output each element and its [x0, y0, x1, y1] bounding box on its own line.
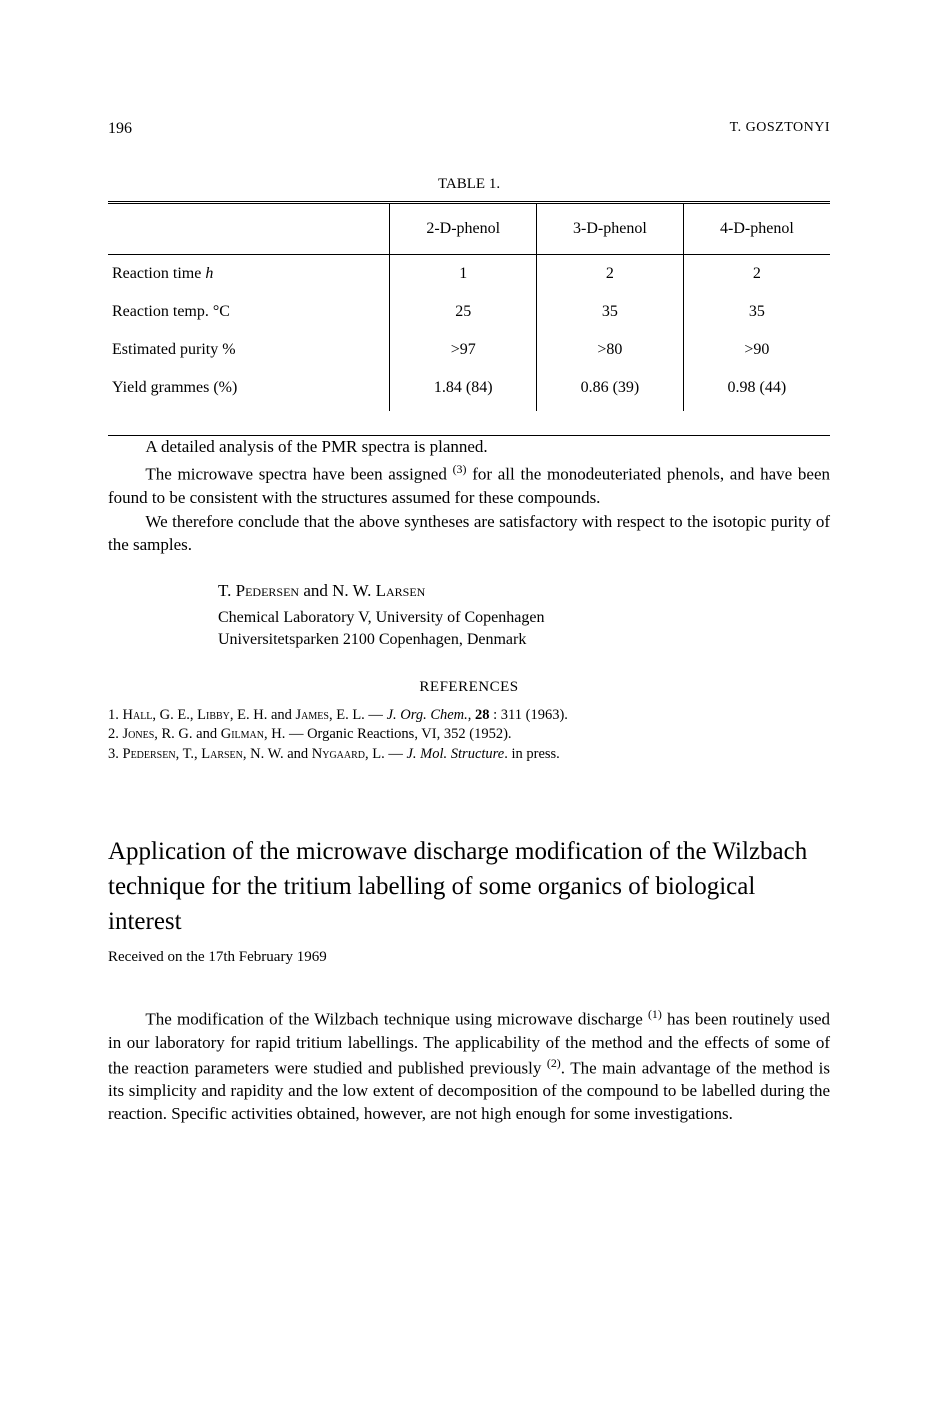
table-caption: TABLE 1. [108, 176, 830, 193]
table-row: Reaction temp. °C 25 35 35 [108, 293, 830, 331]
reference-item: 3. Pedersen, T., Larsen, N. W. and Nygaa… [108, 745, 830, 765]
references-block: 1. Hall, G. E., Libby, E. H. and James, … [108, 706, 830, 765]
reference-item: 2. Jones, R. G. and Gilman, H. — Organic… [108, 725, 830, 745]
cell: 35 [537, 293, 684, 331]
table-row: Estimated purity % >97 >80 >90 [108, 331, 830, 369]
cell: 35 [683, 293, 830, 331]
row-label: Estimated purity % [108, 331, 390, 369]
table-wrapper: 2-D-phenol 3-D-phenol 4-D-phenol Reactio… [108, 201, 830, 436]
row-label: Yield grammes (%) [108, 369, 390, 411]
col-empty [108, 203, 390, 255]
author-affiliation: Chemical Laboratory V, University of Cop… [218, 607, 830, 629]
body-paragraphs: A detailed analysis of the PMR spectra i… [108, 436, 830, 557]
header-author: T. GOSZTONYI [730, 120, 830, 138]
page-number: 196 [108, 120, 132, 138]
col-2d: 2-D-phenol [390, 203, 537, 255]
authors-block: T. Pedersen and N. W. Larsen Chemical La… [218, 581, 830, 650]
cell: 1.84 (84) [390, 369, 537, 411]
cell: 25 [390, 293, 537, 331]
page: 196 T. GOSZTONYI TABLE 1. 2-D-phenol 3-D… [0, 0, 938, 1208]
row-label: Reaction temp. °C [108, 293, 390, 331]
table-row: Reaction time h 1 2 2 [108, 255, 830, 294]
row-label: Reaction time h [108, 255, 390, 294]
cell: 1 [390, 255, 537, 294]
cell: >80 [537, 331, 684, 369]
paragraph: We therefore conclude that the above syn… [108, 511, 830, 557]
reference-item: 1. Hall, G. E., Libby, E. H. and James, … [108, 706, 830, 726]
page-header: 196 T. GOSZTONYI [108, 120, 830, 138]
author-names: T. Pedersen and N. W. Larsen [218, 581, 830, 601]
cell: 2 [683, 255, 830, 294]
article-title: Application of the microwave discharge m… [108, 834, 830, 939]
cell: >90 [683, 331, 830, 369]
cell: 0.86 (39) [537, 369, 684, 411]
author-affiliation: Universitetsparken 2100 Copenhagen, Denm… [218, 629, 830, 651]
cell: >97 [390, 331, 537, 369]
table-row: Yield grammes (%) 1.84 (84) 0.86 (39) 0.… [108, 369, 830, 411]
col-3d: 3-D-phenol [537, 203, 684, 255]
cell: 0.98 (44) [683, 369, 830, 411]
data-table: 2-D-phenol 3-D-phenol 4-D-phenol Reactio… [108, 201, 830, 411]
table-header-row: 2-D-phenol 3-D-phenol 4-D-phenol [108, 203, 830, 255]
paragraph: The microwave spectra have been assigned… [108, 461, 830, 510]
paragraph: The modification of the Wilzbach techniq… [108, 1006, 830, 1126]
received-date: Received on the 17th February 1969 [108, 949, 830, 966]
references-heading: REFERENCES [108, 679, 830, 696]
cell: 2 [537, 255, 684, 294]
paragraph: A detailed analysis of the PMR spectra i… [108, 436, 830, 459]
col-4d: 4-D-phenol [683, 203, 830, 255]
